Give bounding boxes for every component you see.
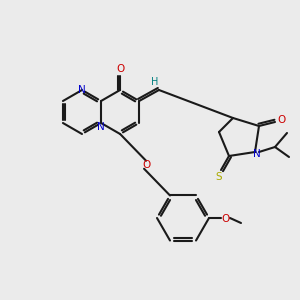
Text: O: O xyxy=(142,160,150,170)
Text: O: O xyxy=(278,115,286,125)
Text: N: N xyxy=(253,149,261,159)
Text: S: S xyxy=(216,172,222,182)
Text: O: O xyxy=(222,214,230,224)
Text: H: H xyxy=(151,77,159,87)
Text: O: O xyxy=(116,64,124,74)
Text: N: N xyxy=(97,122,105,132)
Text: N: N xyxy=(78,85,86,95)
